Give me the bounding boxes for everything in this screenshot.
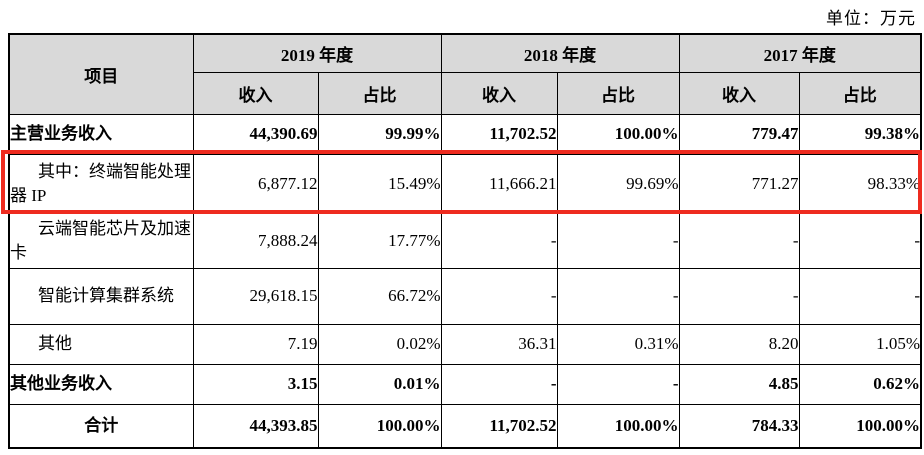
value-cell: 0.02%: [317, 323, 442, 365]
table-row: 智能计算集群系统 29,618.15 66.72% - - - -: [8, 267, 922, 325]
value-cell: -: [678, 267, 800, 325]
row-label: 主营业务收入: [8, 113, 194, 155]
share-subheader-2018: 占比: [556, 71, 680, 115]
value-cell: 4.85: [678, 363, 800, 405]
value-cell: 29,618.15: [192, 267, 319, 325]
value-cell: 66.72%: [317, 267, 442, 325]
row-label: 其他: [8, 323, 194, 365]
row-label: 云端智能芯片及加速卡: [8, 212, 194, 269]
value-cell: 11,666.21: [440, 153, 558, 214]
year-2019-header: 2019 年度: [192, 33, 442, 73]
value-cell: 44,393.85: [192, 403, 319, 449]
item-column-header: 项目: [8, 33, 194, 115]
value-cell: 7,888.24: [192, 212, 319, 269]
value-cell: 771.27: [678, 153, 800, 214]
table-row-highlighted: 其中：终端智能处理器 IP 6,877.12 15.49% 11,666.21 99.6…: [8, 153, 922, 214]
value-cell: -: [440, 267, 558, 325]
value-cell: 0.62%: [798, 363, 922, 405]
value-cell: 17.77%: [317, 212, 442, 269]
value-cell: 36.31: [440, 323, 558, 365]
table-row: 云端智能芯片及加速卡 7,888.24 17.77% - - - -: [8, 212, 922, 269]
value-cell: 7.19: [192, 323, 319, 365]
row-label: 智能计算集群系统: [8, 267, 194, 325]
value-cell: 99.69%: [556, 153, 680, 214]
revenue-table: 项目 2019 年度 2018 年度 2017 年度 收入 占比 收入 占比 收…: [8, 33, 922, 449]
share-subheader-2017: 占比: [798, 71, 922, 115]
table-header: 项目 2019 年度 2018 年度 2017 年度 收入 占比 收入 占比 收…: [8, 33, 922, 115]
year-2017-header: 2017 年度: [678, 33, 922, 73]
table-row: 其他业务收入 3.15 0.01% - -4.85 0.62%: [8, 363, 922, 405]
share-subheader-2019: 占比: [317, 71, 442, 115]
value-cell: 100.00%: [556, 403, 680, 449]
value-cell: 3.15: [192, 363, 319, 405]
value-cell: -: [556, 212, 680, 269]
year-2018-header: 2018 年度: [440, 33, 680, 73]
revenue-subheader-2018: 收入: [440, 71, 558, 115]
table-body: 主营业务收入 44,390.69 99.99% 11,702.52 100.00% 779…: [8, 113, 922, 449]
value-cell: 11,702.52: [440, 113, 558, 155]
value-cell: 99.38%: [798, 113, 922, 155]
revenue-subheader-2017: 收入: [678, 71, 800, 115]
value-cell: -: [798, 267, 922, 325]
value-cell: -: [440, 212, 558, 269]
value-cell: 1.05%: [798, 323, 922, 365]
value-cell: 11,702.52: [440, 403, 558, 449]
value-cell: -: [798, 212, 922, 269]
value-cell: -: [556, 363, 680, 405]
value-cell: 100.00%: [317, 403, 442, 449]
revenue-subheader-2019: 收入: [192, 71, 319, 115]
row-label: 其他业务收入: [8, 363, 194, 405]
value-cell: 98.33%: [798, 153, 922, 214]
value-cell: 99.99%: [317, 113, 442, 155]
value-cell: 0.01%: [317, 363, 442, 405]
value-cell: 0.31%: [556, 323, 680, 365]
value-cell: 779.47: [678, 113, 800, 155]
table-row: 其他 7.19 0.02% 36.31 0.31% 8.20 1.05%: [8, 323, 922, 365]
value-cell: 15.49%: [317, 153, 442, 214]
row-label: 其中：终端智能处理器 IP: [8, 153, 194, 214]
table-row: 合计 44,393.85 100.00% 11,702.52 100.00% 784.33…: [8, 403, 922, 449]
row-label: 合计: [8, 403, 194, 449]
unit-label: 单位：万元: [826, 9, 916, 28]
value-cell: 8.20: [678, 323, 800, 365]
value-cell: -: [440, 363, 558, 405]
table-row: 主营业务收入 44,390.69 99.99% 11,702.52 100.00% 779…: [8, 113, 922, 155]
value-cell: 100.00%: [798, 403, 922, 449]
value-cell: 784.33: [678, 403, 800, 449]
value-cell: 6,877.12: [192, 153, 319, 214]
value-cell: 100.00%: [556, 113, 680, 155]
value-cell: -: [556, 267, 680, 325]
value-cell: 44,390.69: [192, 113, 319, 155]
value-cell: -: [678, 212, 800, 269]
